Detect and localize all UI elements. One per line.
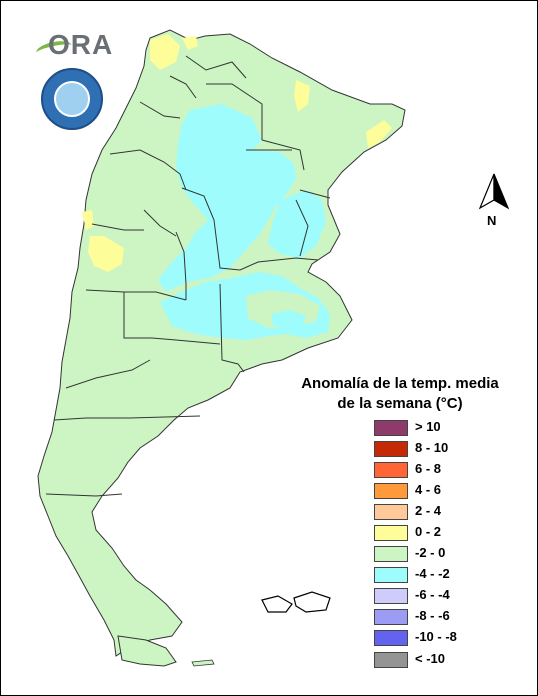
malvinas-west (261, 595, 293, 613)
legend-label: 2 - 4 (415, 503, 442, 518)
legend-swatch (374, 567, 408, 583)
legend-title-line2: de la semana (°C) (337, 395, 463, 412)
legend-swatch (374, 588, 408, 604)
legend-swatch (374, 652, 408, 668)
legend-swatch (374, 525, 408, 541)
cold-zone-center-north (158, 104, 296, 292)
smn-logo-inner-icon (54, 81, 90, 117)
legend-label: -2 - 0 (415, 545, 446, 560)
warm-zone-misiones (366, 120, 392, 148)
warm-zone-northwest (150, 34, 180, 70)
tierra-del-fuego-tip (191, 659, 215, 667)
legend-label: 0 - 2 (415, 524, 442, 539)
north-label: N (487, 213, 497, 228)
legend-label: 4 - 6 (415, 482, 442, 497)
ora-wordmark: ORA (48, 29, 114, 60)
malvinas-east (293, 591, 331, 613)
tierra-del-fuego (117, 635, 177, 667)
warm-zone-cuyo (88, 236, 124, 272)
legend-label: < -10 (415, 651, 445, 666)
legend-swatch (374, 504, 408, 520)
legend-swatch (374, 609, 408, 625)
warm-zone-west (82, 210, 94, 230)
cold-zone-east (268, 190, 326, 258)
legend-label: -4 - -2 (415, 566, 450, 581)
legend-label: -10 - -8 (415, 629, 457, 644)
north-arrow-icon (478, 173, 510, 210)
warm-zone-northeast (294, 80, 310, 112)
legend-swatch (374, 462, 408, 478)
warm-zone-north (182, 36, 198, 50)
smn-logo (41, 68, 103, 130)
legend-swatch (374, 630, 408, 646)
legend-title-line1: Anomalía de la temp. media (301, 375, 499, 392)
legend-swatch (374, 420, 408, 436)
province-borders (45, 55, 331, 497)
legend-label: -6 - -4 (415, 587, 450, 602)
legend-label: -8 - -6 (415, 608, 450, 623)
legend-label: 8 - 10 (415, 440, 449, 455)
legend-swatch (374, 483, 408, 499)
legend-swatch (374, 546, 408, 562)
legend-title: Anomalía de la temp. media de la semana … (292, 374, 508, 414)
legend-label: > 10 (415, 419, 441, 434)
ora-logo: ORA (34, 28, 112, 62)
legend-label: 6 - 8 (415, 461, 442, 476)
legend-swatch (374, 441, 408, 457)
cold-patch-inner (272, 310, 306, 328)
